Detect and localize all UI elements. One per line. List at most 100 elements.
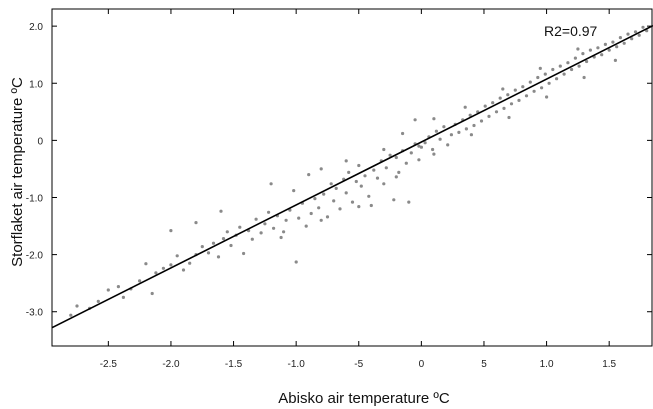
scatter-point: [272, 226, 276, 230]
scatter-points: [69, 25, 649, 317]
scatter-point: [319, 218, 323, 222]
scatter-point: [404, 161, 408, 165]
scatter-point: [413, 118, 417, 122]
scatter-point: [633, 30, 638, 34]
scatter-point: [169, 263, 173, 267]
scatter-point: [259, 231, 263, 235]
scatter-point: [464, 127, 468, 131]
scatter-point: [432, 152, 436, 156]
scatter-point: [282, 230, 286, 234]
scatter-point: [570, 67, 574, 72]
scatter-point: [417, 158, 421, 162]
scatter-point: [297, 216, 301, 220]
x-tick-label: -2.5: [100, 359, 118, 370]
scatter-point: [502, 106, 506, 110]
scatter-point: [121, 295, 125, 299]
scatter-point: [562, 72, 566, 76]
scatter-point: [626, 32, 630, 36]
y-axis-ticks: -3.0 -2.0 -1.0 0 1.0 2.0: [26, 22, 652, 319]
y-tick-label: -2.0: [26, 251, 44, 262]
scatter-point: [325, 215, 330, 219]
scatter-point: [513, 88, 517, 92]
scatter-point: [576, 47, 580, 51]
scatter-point: [622, 41, 626, 45]
y-tick-label: -3.0: [26, 308, 44, 319]
scatter-point: [254, 217, 258, 221]
scatter-point: [423, 141, 427, 145]
scatter-point: [211, 241, 216, 245]
y-tick-label: 2.0: [29, 22, 43, 33]
scatter-point: [588, 48, 593, 52]
scatter-point: [369, 203, 373, 208]
scatter-point: [603, 42, 608, 47]
scatter-point: [375, 176, 380, 180]
scatter-point: [200, 245, 204, 249]
scatter-point: [596, 46, 600, 50]
scatter-point: [449, 133, 453, 137]
r2-annotation: R2=0.97: [544, 23, 598, 39]
scatter-point: [538, 66, 542, 70]
x-tick-label: 5: [481, 359, 487, 370]
scatter-point: [494, 110, 499, 114]
scatter-point: [432, 117, 436, 121]
scatter-point: [394, 175, 398, 179]
scatter-point: [600, 53, 604, 57]
scatter-point: [507, 115, 511, 120]
scatter-point: [150, 291, 154, 296]
scatter-point: [573, 56, 578, 60]
scatter-point: [434, 129, 438, 133]
scatter-point: [442, 125, 446, 129]
scatter-point: [367, 194, 371, 198]
scatter-point: [317, 206, 321, 210]
scatter-point: [344, 191, 348, 195]
scatter-point: [216, 255, 221, 259]
scatter-point: [417, 144, 421, 148]
y-tick-label: 1.0: [29, 79, 43, 90]
scatter-point: [322, 192, 326, 196]
scatter-point: [284, 218, 288, 222]
scatter-point: [96, 299, 100, 303]
scatter-point: [357, 163, 361, 168]
scatter-point: [169, 229, 173, 233]
scatter-point: [540, 86, 544, 90]
scatter-point: [221, 237, 226, 241]
scatter-point: [397, 170, 401, 174]
scatter-point: [468, 113, 472, 117]
scatter-point: [641, 25, 645, 29]
scatter-point: [528, 80, 532, 84]
scatter-point: [566, 61, 570, 65]
scatter-point: [479, 119, 484, 123]
scatter-point: [388, 153, 392, 157]
scatter-point: [219, 209, 223, 213]
scatter-point: [401, 131, 405, 136]
regression-line: [51, 24, 653, 329]
scatter-point: [263, 222, 267, 226]
scatter-point: [75, 304, 79, 308]
scatter-point: [491, 101, 495, 105]
scatter-point: [350, 200, 355, 204]
x-axis-ticks: -2.5 -2.0 -1.5 -1.0 -5 0 5 1.0 1.5: [100, 9, 617, 370]
scatter-point: [506, 93, 510, 97]
scatter-point: [543, 72, 547, 76]
scatter-point: [334, 186, 338, 190]
scatter-point: [229, 243, 233, 248]
scatter-point: [524, 94, 529, 98]
scatter-point: [547, 81, 551, 85]
x-tick-label: 1.0: [540, 359, 554, 370]
x-tick-label: -2.0: [162, 359, 180, 370]
scatter-point: [359, 184, 363, 188]
scatter-point: [611, 40, 615, 44]
scatter-point: [372, 168, 376, 172]
scatter-point: [469, 133, 473, 137]
scatter-point: [382, 182, 386, 186]
scatter-point: [154, 271, 158, 275]
scatter-point: [309, 211, 313, 216]
scatter-point: [487, 114, 491, 118]
y-tick-label: 0: [37, 136, 43, 147]
scatter-point: [384, 166, 388, 170]
scatter-point: [613, 58, 618, 63]
scatter-point: [607, 48, 611, 52]
scatter-point: [307, 173, 311, 177]
scatter-point: [585, 59, 589, 64]
x-tick-label: -5: [354, 359, 363, 370]
